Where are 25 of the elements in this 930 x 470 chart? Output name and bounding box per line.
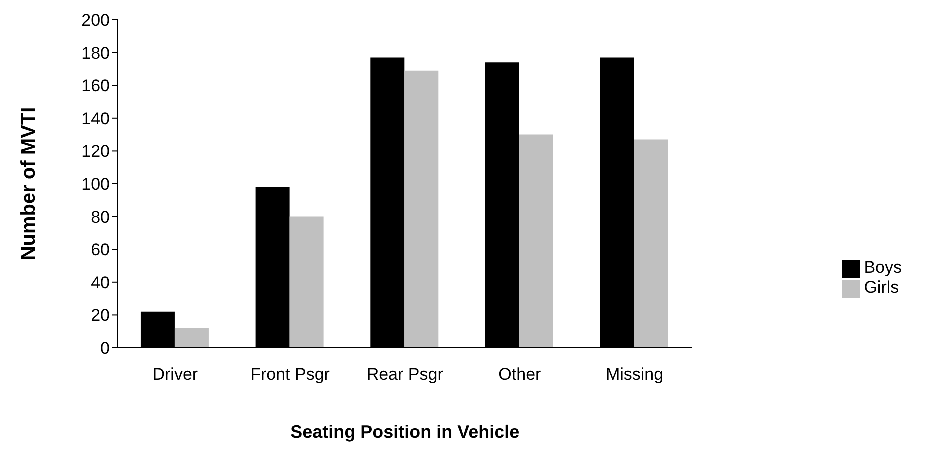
- y-tick-label: 160: [82, 76, 110, 96]
- y-tick-label: 0: [100, 339, 110, 358]
- y-axis-title: Number of MVTI: [18, 107, 40, 261]
- y-tick-label: 20: [91, 306, 110, 326]
- x-axis-title: Seating Position in Vehicle: [290, 422, 520, 442]
- bar: [634, 140, 668, 348]
- y-tick-label: 120: [82, 142, 110, 162]
- bar: [519, 134, 554, 348]
- y-tick-label: 80: [91, 208, 110, 227]
- x-tick-label: Driver: [152, 365, 198, 384]
- x-tick-label: Rear Psgr: [366, 365, 444, 384]
- legend-label: Girls: [864, 278, 900, 297]
- x-tick-label: Other: [498, 365, 542, 384]
- y-tick-label: 180: [82, 44, 110, 63]
- y-tick-label: 200: [82, 11, 110, 30]
- bar: [174, 328, 209, 348]
- y-tick-label: 40: [91, 273, 110, 292]
- y-tick-label: 60: [91, 240, 110, 260]
- y-tick-label: 100: [82, 175, 110, 194]
- bar: [404, 70, 439, 348]
- y-tick-label: 140: [82, 109, 110, 128]
- x-tick-label: Front Psgr: [250, 365, 330, 384]
- legend-label: Boys: [864, 258, 902, 277]
- x-tick-label: Missing: [606, 365, 664, 384]
- bar: [290, 216, 324, 348]
